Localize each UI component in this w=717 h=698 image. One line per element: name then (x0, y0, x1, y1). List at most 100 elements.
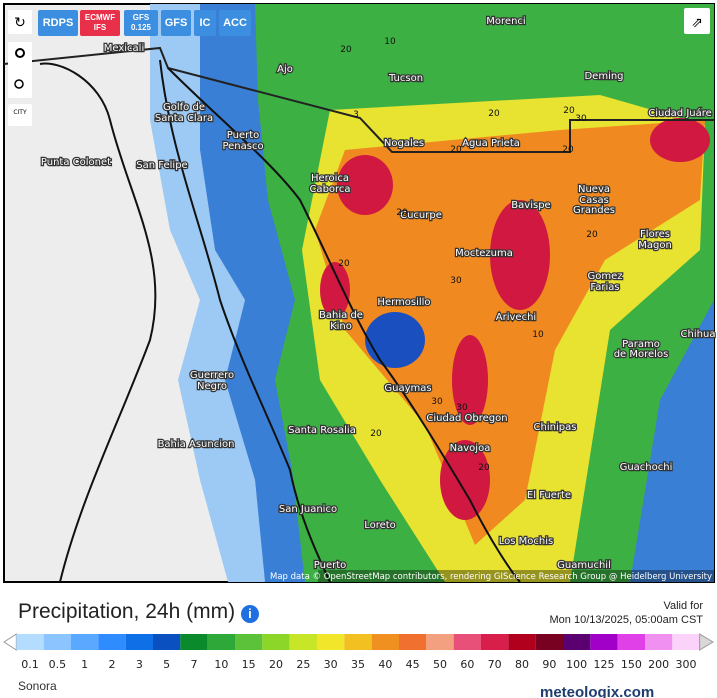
zoom-panel[interactable] (8, 42, 32, 98)
colorbar-cell (399, 634, 427, 650)
colorbar-cell (153, 634, 181, 650)
model-button[interactable]: ACC (219, 10, 251, 36)
colorbar-label: 10 (214, 658, 228, 671)
legend-title-text: Precipitation, 24h (mm) (18, 600, 236, 623)
colorbar-cell (645, 634, 673, 650)
contour-label: 20 (396, 208, 408, 218)
colorbar-cell (590, 634, 618, 650)
place-label: Nogales (384, 138, 424, 149)
model-button[interactable]: GFS (161, 10, 191, 36)
place-label: Penasco (222, 141, 263, 152)
colorbar-cell (481, 634, 509, 650)
precip-orange (315, 120, 705, 545)
place-label: Santa Clara (155, 113, 213, 124)
place-label: Kino (330, 321, 352, 332)
place-label: Casas (579, 195, 609, 206)
place-label: Caborca (309, 184, 350, 195)
precip-red (320, 262, 350, 318)
valid-box: Valid for Mon 10/13/2025, 05:00am CST (550, 599, 703, 627)
contour-label: 20 (562, 145, 574, 155)
model-button[interactable]: RDPS (38, 10, 78, 36)
place-label: Negro (197, 381, 227, 392)
colorbar-label: 20 (269, 658, 283, 671)
place-label: Puerto (314, 560, 347, 571)
contour-label: 20 (450, 145, 462, 155)
place-label: Arivechi (496, 312, 536, 323)
valid-time: Mon 10/13/2025, 05:00am CST (549, 614, 703, 626)
contour-label: 30 (431, 397, 443, 407)
refresh-button[interactable] (8, 10, 32, 34)
zoom-icon[interactable] (14, 79, 24, 89)
contour-label: 30 (456, 403, 468, 413)
place-label: Farias (590, 282, 619, 293)
place-label: Punta Colonet (41, 157, 111, 168)
contour-label: 3 (353, 110, 359, 120)
precip-light (150, 4, 265, 582)
place-label: Ciudad Juáre (648, 107, 712, 119)
contour-label: 30 (575, 114, 587, 124)
colorbar-cell (16, 634, 44, 650)
place-label: Hermosillo (377, 297, 430, 308)
colorbar-label: 1 (81, 658, 88, 671)
place-label: Magon (638, 240, 672, 251)
place-label: Navojoa (450, 443, 491, 454)
contour-label: 20 (586, 230, 598, 240)
place-label: Guaymas (384, 383, 431, 394)
colorbar-label: 30 (324, 658, 338, 671)
colorbar-label: 0.1 (21, 658, 39, 671)
coastline (39, 59, 331, 583)
colorbar-label: 0.5 (49, 658, 67, 671)
colorbar-end (3, 633, 17, 651)
contour-label: 20 (488, 109, 500, 119)
locate-icon[interactable] (15, 48, 25, 58)
contour-label: 30 (450, 276, 462, 286)
place-label: San Juanico (279, 504, 337, 515)
colorbar-cell (371, 634, 399, 650)
coastline (167, 67, 521, 583)
colorbar-label: 5 (163, 658, 170, 671)
model-button[interactable]: IC (194, 10, 216, 36)
colorbar-label: 25 (296, 658, 310, 671)
place-label: Nueva (578, 184, 610, 195)
colorbar-cell (262, 634, 290, 650)
contour-label: 20 (340, 45, 352, 55)
colorbar-label: 40 (378, 658, 392, 671)
refresh-icon: ↻ (14, 15, 26, 31)
place-label: Guamuchil (557, 560, 611, 571)
colorbar-cell (344, 634, 372, 650)
city-toggle[interactable] (8, 104, 32, 126)
brand: meteologix.com (540, 684, 655, 698)
place-label: de Morelos (614, 349, 669, 360)
place-label: Mexicali (104, 43, 144, 54)
contour-label: 20 (563, 106, 575, 116)
colorbar-cell (617, 634, 645, 650)
place-label: Flores (640, 229, 670, 240)
colorbar-label: 300 (676, 658, 697, 671)
place-label: Loreto (364, 520, 396, 531)
place-label: Ajo (277, 64, 293, 75)
colorbar-cell (672, 634, 700, 650)
attribution: Map data © OpenStreetMap contributors, r… (270, 572, 712, 582)
colorbar-cell (43, 634, 71, 650)
colorbar-label: 45 (406, 658, 420, 671)
colorbar-label: 3 (136, 658, 143, 671)
share-icon: ⇗ (691, 15, 703, 31)
colorbar-cell (180, 634, 208, 650)
colorbar-cell (71, 634, 99, 650)
colorbar-label: 15 (242, 658, 256, 671)
contour-label: 10 (384, 37, 396, 47)
place-label: Los Mochis (499, 536, 553, 547)
colorbar-label: 80 (515, 658, 529, 671)
colorbar-cell (426, 634, 454, 650)
colorbar-cell (508, 634, 536, 650)
place-label: Tucson (388, 73, 423, 84)
model-button[interactable]: GFS 0.125 (124, 10, 158, 36)
info-icon[interactable]: i (240, 605, 259, 623)
place-label: Puerto (227, 130, 260, 141)
colorbar-cell (207, 634, 235, 650)
place-label: Bahia de (319, 310, 363, 321)
colorbar-label: 7 (191, 658, 198, 671)
share-button[interactable] (684, 8, 710, 34)
model-button[interactable]: ECMWF IFS (80, 10, 120, 36)
